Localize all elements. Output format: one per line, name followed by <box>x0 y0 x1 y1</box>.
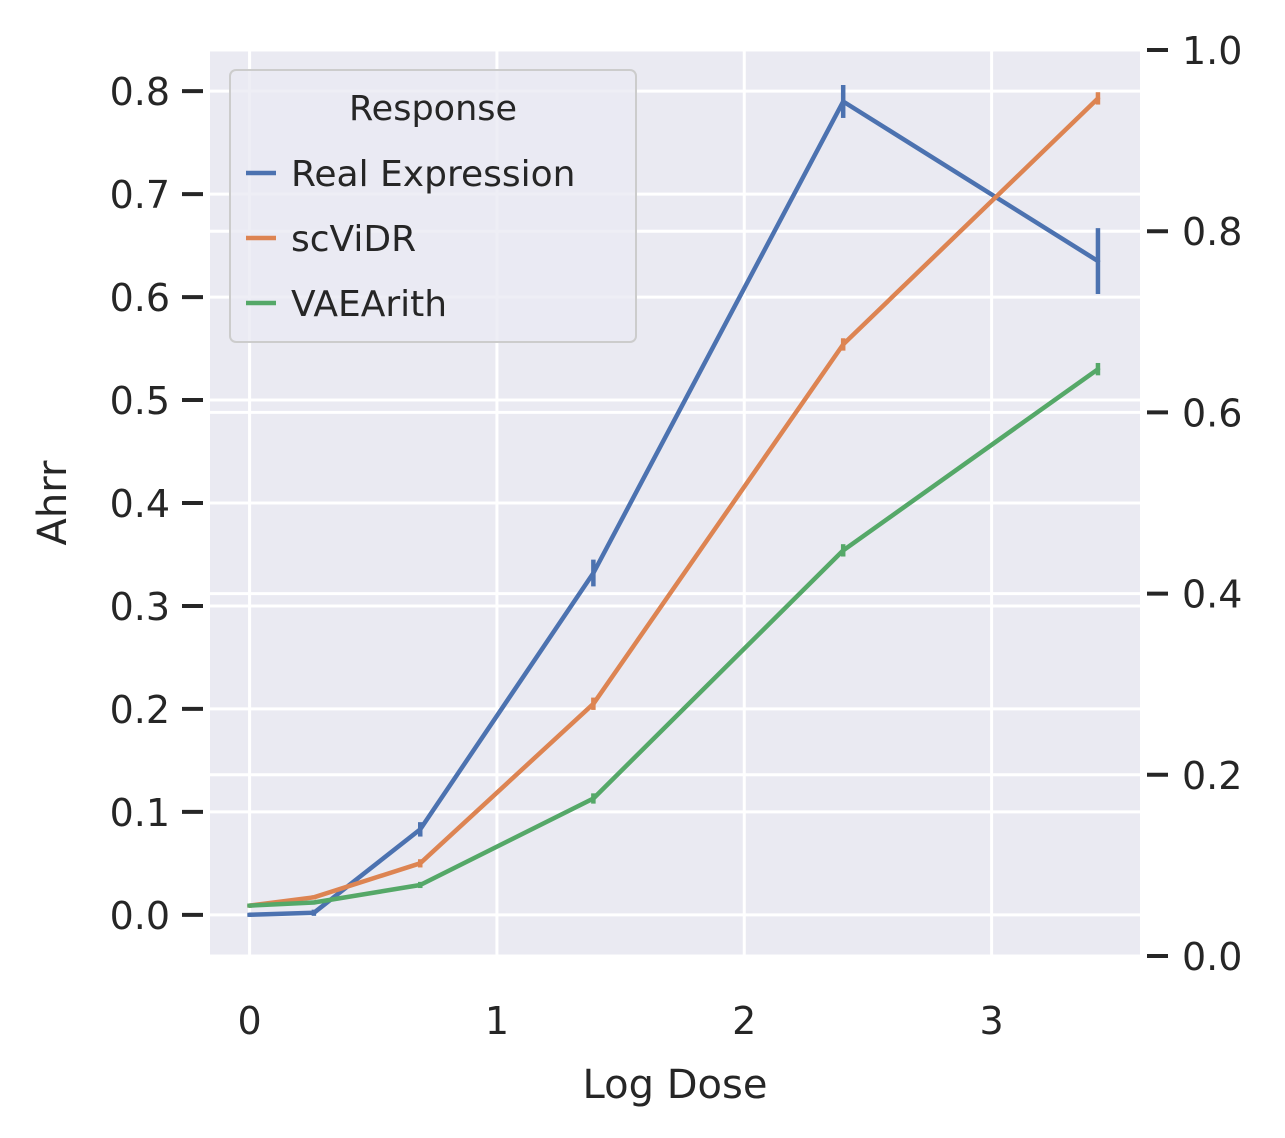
y-axis-title: Ahrr <box>30 460 76 545</box>
legend: Response Real Expression scViDR VAEArith <box>229 69 637 343</box>
series-line-real-expression <box>247 99 1101 918</box>
y-tick-label: 0.0 <box>110 894 170 938</box>
y-tick-label: 0.3 <box>110 585 170 629</box>
series-line-scvidr <box>247 96 1101 908</box>
legend-title: Response <box>349 89 517 129</box>
y-tick-label: 0.1 <box>110 791 170 835</box>
y2-tick-label: 0.0 <box>1182 935 1242 979</box>
legend-label: scViDR <box>291 219 416 260</box>
y2-tick-label: 0.6 <box>1182 391 1242 435</box>
grid-lines <box>210 48 1140 958</box>
y-tick-label: 0.6 <box>110 276 170 320</box>
legend-box <box>229 69 637 343</box>
y-tick-label: 0.8 <box>110 70 170 114</box>
x-tick-label: 1 <box>485 999 509 1043</box>
x-axis: 0 1 2 3 <box>237 999 1003 1043</box>
x-axis-title: Log Dose <box>583 1062 768 1108</box>
legend-label: VAEArith <box>291 284 447 325</box>
y-tick-label: 0.2 <box>110 688 170 732</box>
y-tick-label: 0.5 <box>110 379 170 423</box>
x-tick-label: 0 <box>237 999 261 1043</box>
series-lines <box>247 85 1101 918</box>
y2-tick-label: 1.0 <box>1182 29 1242 73</box>
x-tick-label: 3 <box>980 999 1004 1043</box>
y-tick-label: 0.7 <box>110 173 170 217</box>
right-y-axis: 0.0 0.2 0.4 0.6 0.8 1.0 <box>1147 29 1242 979</box>
legend-label: Real Expression <box>291 154 575 195</box>
legend-items: Real Expression scViDR VAEArith <box>246 154 575 325</box>
y2-tick-label: 0.4 <box>1182 573 1242 617</box>
series-line-vaearith <box>247 366 1101 908</box>
y-tick-label: 0.4 <box>110 482 170 526</box>
y2-tick-label: 0.8 <box>1182 210 1242 254</box>
left-y-axis: 0.0 0.1 0.2 0.3 0.4 0.5 0.6 0.7 0.8 <box>110 70 203 938</box>
y2-tick-label: 0.2 <box>1182 754 1242 798</box>
x-tick-label: 2 <box>732 999 756 1043</box>
